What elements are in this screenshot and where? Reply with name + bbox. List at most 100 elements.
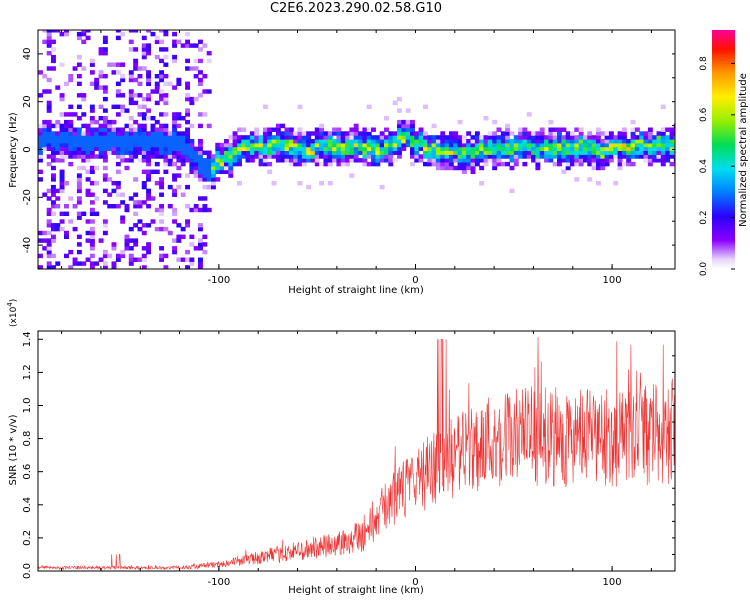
heatmap-cell xyxy=(621,161,627,167)
heatmap-cell xyxy=(72,131,78,136)
heatmap-cell xyxy=(617,150,623,155)
heatmap-cell xyxy=(46,51,52,56)
heatmap-cell xyxy=(288,161,294,167)
heatmap-cell xyxy=(163,127,169,132)
heatmap-cell xyxy=(128,96,134,102)
heatmap-cell xyxy=(180,234,186,240)
heatmap-cell xyxy=(660,146,666,152)
heatmap-cell xyxy=(172,43,178,48)
heatmap-cell xyxy=(440,150,446,155)
heatmap-cell xyxy=(198,77,203,83)
heatmap-cell xyxy=(137,131,143,136)
heatmap-cell xyxy=(154,150,160,155)
heatmap-cell xyxy=(249,139,255,144)
heatmap-cell xyxy=(479,135,485,140)
heatmap-cell xyxy=(150,131,156,136)
heatmap-cell xyxy=(487,154,493,159)
heatmap-cell xyxy=(665,158,671,163)
heatmap-cell xyxy=(345,131,351,136)
heatmap-cell xyxy=(600,146,606,152)
heatmap-cell xyxy=(639,154,645,159)
heatmap-cell xyxy=(38,135,43,140)
heatmap-cell xyxy=(46,77,52,83)
heatmap-cell xyxy=(176,223,182,228)
spectrogram-xtick-label: 0 xyxy=(412,275,418,286)
heatmap-cell xyxy=(384,116,389,121)
heatmap-cell xyxy=(128,116,134,121)
heatmap-cell xyxy=(159,39,165,45)
heatmap-cell xyxy=(159,77,165,83)
heatmap-cell xyxy=(55,139,61,144)
heatmap-cell xyxy=(617,161,623,167)
heatmap-cell xyxy=(189,161,195,167)
heatmap-cell xyxy=(384,135,389,140)
heatmap-cell xyxy=(366,161,372,167)
heatmap-cell xyxy=(583,154,588,159)
heatmap-cell xyxy=(353,127,359,132)
heatmap-cell xyxy=(660,131,666,136)
heatmap-cell xyxy=(159,112,165,117)
heatmap-cell xyxy=(163,112,169,117)
heatmap-cell xyxy=(59,173,65,178)
heatmap-cell xyxy=(46,104,52,110)
heatmap-cell xyxy=(401,119,407,125)
heatmap-cell xyxy=(492,158,498,163)
heatmap-cell xyxy=(76,177,82,182)
heatmap-cell xyxy=(98,257,104,262)
heatmap-cell xyxy=(51,226,56,232)
heatmap-cell xyxy=(284,154,290,159)
heatmap-cell xyxy=(652,154,658,159)
heatmap-cell xyxy=(59,131,65,136)
heatmap-cell xyxy=(120,219,126,224)
heatmap-cell xyxy=(314,146,320,152)
heatmap-cell xyxy=(583,142,588,148)
heatmap-cell xyxy=(557,150,562,155)
heatmap-cell xyxy=(185,257,191,262)
heatmap-cell xyxy=(522,139,528,144)
heatmap-cell xyxy=(665,135,671,140)
heatmap-cell xyxy=(150,127,156,132)
heatmap-cell xyxy=(444,150,450,155)
heatmap-cell xyxy=(176,146,182,152)
heatmap-cell xyxy=(185,139,191,144)
heatmap-cell xyxy=(172,219,178,224)
heatmap-cell xyxy=(301,161,307,167)
heatmap-cell xyxy=(241,127,247,132)
heatmap-cell xyxy=(613,150,619,155)
heatmap-cell xyxy=(137,142,143,148)
heatmap-cell xyxy=(81,142,87,148)
heatmap-cell xyxy=(76,200,82,205)
heatmap-cell xyxy=(570,158,575,163)
heatmap-cell xyxy=(565,154,571,159)
heatmap-cell xyxy=(59,211,65,217)
heatmap-cell xyxy=(89,81,95,87)
heatmap-cell xyxy=(565,142,571,148)
heatmap-cell xyxy=(591,135,597,140)
heatmap-cell xyxy=(85,219,91,224)
heatmap-cell xyxy=(146,204,152,209)
heatmap-cell xyxy=(280,158,286,163)
heatmap-cell xyxy=(392,142,398,148)
heatmap-cell xyxy=(120,139,126,144)
heatmap-cell xyxy=(384,150,389,155)
heatmap-cell xyxy=(327,154,333,159)
heatmap-cell xyxy=(574,154,580,159)
heatmap-cell xyxy=(574,135,580,140)
heatmap-cell xyxy=(85,131,91,136)
heatmap-cell xyxy=(133,131,139,136)
heatmap-cell xyxy=(327,146,333,152)
heatmap-cell xyxy=(401,127,407,132)
heatmap-cell xyxy=(557,131,562,136)
heatmap-cell xyxy=(102,35,108,41)
heatmap-cell xyxy=(280,146,286,152)
heatmap-cell xyxy=(392,146,398,152)
heatmap-cell xyxy=(51,265,56,269)
heatmap-cell xyxy=(578,154,584,159)
heatmap-cell xyxy=(444,158,450,163)
heatmap-cell xyxy=(206,154,212,159)
colorbar-label: Normalized spectral amplitude xyxy=(738,73,749,227)
heatmap-cell xyxy=(64,211,69,217)
heatmap-cell xyxy=(500,150,506,155)
heatmap-cell xyxy=(133,119,139,125)
heatmap-cell xyxy=(583,158,588,163)
